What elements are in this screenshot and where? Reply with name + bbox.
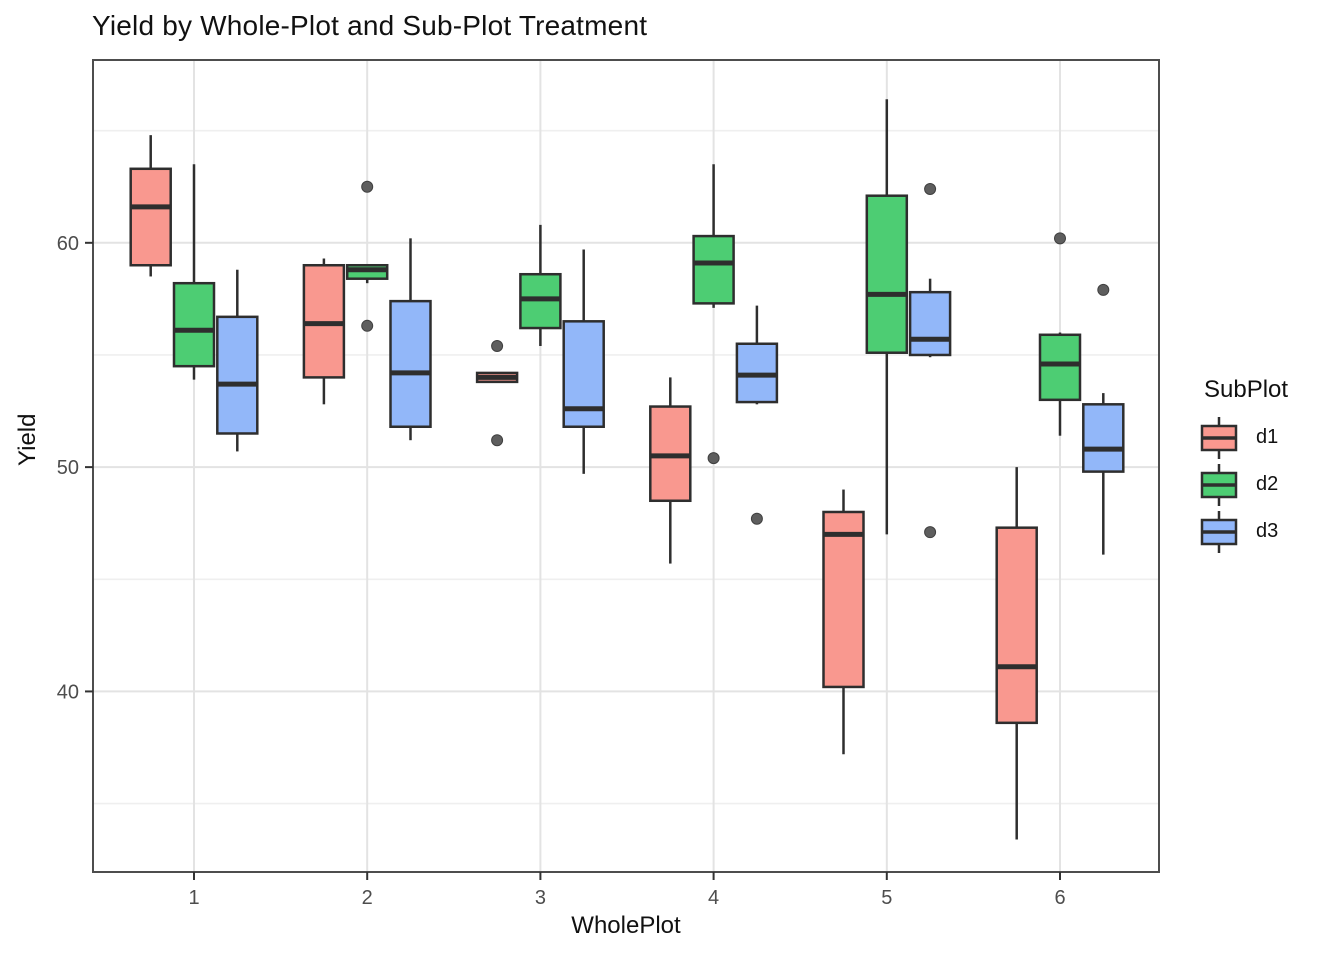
outlier-wp2-d2 [361, 180, 374, 193]
box-wp4-d2 [692, 234, 735, 305]
y-axis-title: Yield [14, 413, 41, 466]
y-tick-label: 60 [57, 233, 79, 255]
x-tick-label: 6 [1054, 887, 1065, 909]
chart-title: Yield by Whole-Plot and Sub-Plot Treatme… [92, 10, 648, 41]
y-tick-label: 50 [57, 457, 79, 479]
box-wp1-d1 [129, 167, 172, 267]
outlier-wp5-d3 [924, 526, 937, 539]
legend: SubPlot d1 d2 d3 [1198, 376, 1344, 555]
legend-key-d3: d3 [1198, 508, 1344, 555]
box-wp5-d3 [908, 290, 952, 357]
x-axis-title: WholePlot [571, 912, 681, 939]
legend-label-d2: d2 [1256, 473, 1279, 495]
outlier-wp6-d2 [1054, 232, 1066, 245]
outlier-wp4-d2 [707, 452, 720, 465]
outlier-wp3-d1 [491, 339, 504, 352]
box-wp1-d3 [216, 315, 259, 435]
legend-key-d1: d1 [1198, 414, 1344, 461]
y-tick-label: 40 [57, 681, 79, 703]
outlier-wp4-d3 [750, 512, 763, 525]
box-wp2-d3 [389, 299, 432, 428]
box-wp6-d2 [1038, 333, 1082, 402]
box-wp1-d2 [172, 281, 216, 368]
x-tick-label: 4 [708, 887, 719, 909]
panel-border [92, 59, 1160, 873]
plot-panel [93, 60, 1159, 872]
outlier-wp2-d2 [361, 319, 374, 332]
legend-boxplot-glyph-d3 [1200, 510, 1238, 553]
legend-boxplot-glyph-d2 [1200, 463, 1238, 506]
box-wp5-d1 [822, 510, 865, 689]
legend-title: SubPlot [1204, 376, 1289, 403]
box-wp6-d3 [1082, 403, 1125, 473]
legend-boxplot-glyph-d1 [1200, 416, 1238, 459]
outlier-wp3-d1 [491, 434, 504, 447]
x-tick-label: 3 [535, 887, 546, 909]
x-tick-label: 1 [188, 887, 199, 909]
x-tick-label: 2 [362, 887, 373, 909]
legend-key-d2: d2 [1198, 461, 1344, 508]
box-wp5-d2 [865, 194, 909, 354]
outlier-wp5-d3 [924, 182, 937, 195]
x-tick-label: 5 [881, 887, 892, 909]
legend-label-d1: d1 [1256, 426, 1279, 448]
legend-label-d3: d3 [1256, 520, 1279, 542]
outlier-wp6-d3 [1097, 283, 1110, 296]
box-wp6-d1 [995, 526, 1038, 725]
